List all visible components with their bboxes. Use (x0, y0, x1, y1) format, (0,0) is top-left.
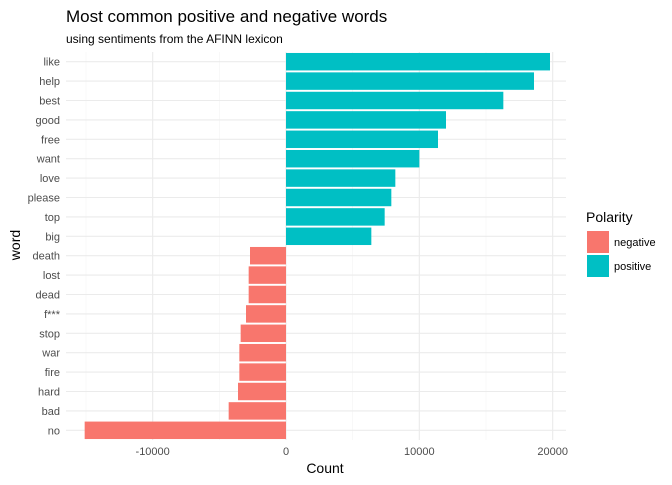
y-tick-label: fire (45, 367, 60, 379)
bar-positive (286, 227, 372, 246)
bar-negative (239, 363, 286, 381)
y-tick-label: no (48, 425, 60, 437)
y-tick-labels: like help best good free want love please top big… (28, 57, 61, 438)
bar-positive (286, 208, 385, 226)
y-tick-label: death (32, 251, 60, 263)
bar-positive (286, 111, 446, 129)
bar-negative (228, 402, 286, 420)
x-tick-label: 10000 (404, 446, 435, 458)
bar-negative (248, 285, 286, 304)
legend: Polarity negative positive (586, 209, 656, 277)
bar-negative (248, 266, 286, 284)
legend-label-positive: positive (614, 261, 651, 273)
x-tick-labels: -10000 0 10000 20000 (136, 446, 568, 458)
x-tick-label: 0 (283, 446, 289, 458)
y-tick-label: want (36, 154, 60, 166)
bar-positive (286, 52, 550, 71)
bar-negative (250, 246, 286, 265)
bar-positive (286, 130, 438, 149)
bar-negative (84, 421, 287, 440)
chart-subtitle: using sentiments from the AFINN lexicon (66, 32, 283, 46)
bar-positive (286, 188, 392, 207)
y-tick-label: bad (42, 406, 60, 418)
y-tick-label: love (40, 173, 60, 185)
bar-positive (286, 169, 396, 187)
x-tick-label: -10000 (136, 446, 170, 458)
y-tick-label: top (45, 212, 60, 224)
bar-positive (286, 149, 420, 168)
bars-layer (84, 52, 550, 440)
y-tick-label: best (39, 96, 60, 108)
bar-positive (286, 91, 504, 110)
bar-negative (238, 382, 286, 401)
y-tick-label: big (45, 231, 60, 243)
y-tick-label: f*** (44, 309, 61, 321)
bar-negative (246, 305, 286, 323)
y-tick-label: lost (43, 270, 60, 282)
y-tick-label: like (43, 57, 60, 69)
y-tick-label: free (41, 134, 60, 146)
y-tick-label: good (36, 115, 60, 127)
bar-positive (286, 72, 534, 90)
legend-key-positive (587, 255, 609, 277)
y-tick-label: war (41, 348, 60, 360)
bar-negative (239, 343, 286, 362)
chart-title: Most common positive and negative words (66, 7, 387, 26)
y-tick-label: hard (38, 387, 60, 399)
y-axis-title: word (7, 230, 23, 261)
legend-label-negative: negative (614, 237, 656, 249)
y-tick-label: help (39, 76, 60, 88)
bar-negative (240, 324, 286, 343)
legend-title: Polarity (586, 209, 633, 225)
x-axis-title: Count (306, 460, 343, 476)
y-tick-label: please (28, 193, 60, 205)
y-tick-label: stop (39, 328, 60, 340)
y-tick-label: dead (36, 290, 60, 302)
grid-layer (66, 52, 566, 440)
x-tick-label: 20000 (537, 446, 568, 458)
legend-key-negative (587, 231, 609, 253)
